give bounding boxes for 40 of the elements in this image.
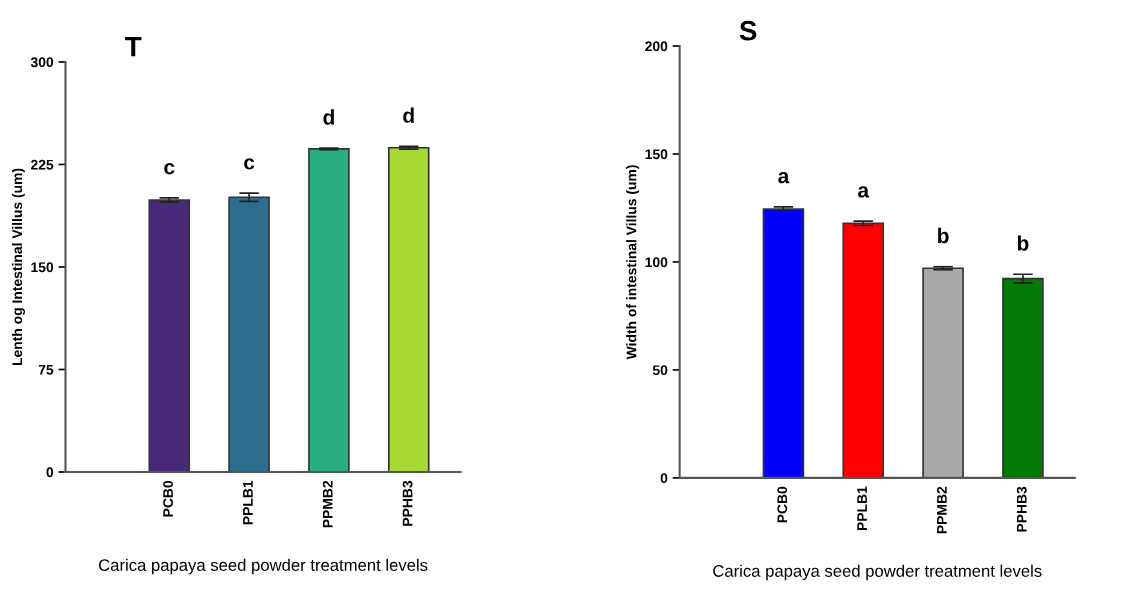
bar xyxy=(1002,277,1044,478)
y-tick-label: 50 xyxy=(652,365,668,376)
annotation: d xyxy=(323,109,334,125)
x-axis-title: Carica papaya seed powder treatment levels xyxy=(99,558,428,575)
bar xyxy=(842,222,885,478)
y-tick-label: 150 xyxy=(645,149,668,160)
annotation: d xyxy=(403,107,414,123)
x-axis-title: Carica papaya seed powder treatment levels xyxy=(713,564,1042,581)
y-axis-title: Lenth og Intestinal Villus (um) xyxy=(11,168,25,366)
x-tick-label: PCB0 xyxy=(777,486,788,523)
x-tick-label: PPMB2 xyxy=(936,486,947,534)
annotation: a xyxy=(778,171,790,184)
bar xyxy=(228,196,270,472)
chart-title: T xyxy=(125,37,142,57)
y-tick-label: 225 xyxy=(30,159,54,170)
annotation: a xyxy=(858,186,870,198)
x-tick-label: PCB0 xyxy=(163,480,173,517)
y-tick-label: 75 xyxy=(38,364,54,375)
y-axis-title: Width of intestinal Villus (um) xyxy=(626,165,640,360)
annotation: b xyxy=(1017,235,1029,251)
x-tick-label: PPHB3 xyxy=(1016,486,1027,532)
x-tick-label: PPHB3 xyxy=(402,480,413,526)
annotation: c xyxy=(244,158,255,170)
bar xyxy=(762,208,805,478)
annotation: b xyxy=(938,227,949,244)
x-tick-label: PPMB2 xyxy=(322,480,333,528)
annotation: c xyxy=(164,162,175,175)
y-tick-label: 300 xyxy=(30,57,54,68)
bar xyxy=(387,146,430,472)
x-tick-label: PPLB1 xyxy=(857,486,867,531)
x-tick-label: PPLB1 xyxy=(243,480,253,525)
bar xyxy=(148,199,191,472)
y-tick-label: 150 xyxy=(31,262,54,273)
bar xyxy=(922,267,964,478)
y-tick-label: 0 xyxy=(46,467,54,478)
y-tick-label: 0 xyxy=(660,473,668,484)
chart-title: S xyxy=(739,20,757,41)
bar xyxy=(308,148,350,472)
y-tick-label: 100 xyxy=(645,257,668,268)
y-tick-label: 200 xyxy=(645,41,668,52)
